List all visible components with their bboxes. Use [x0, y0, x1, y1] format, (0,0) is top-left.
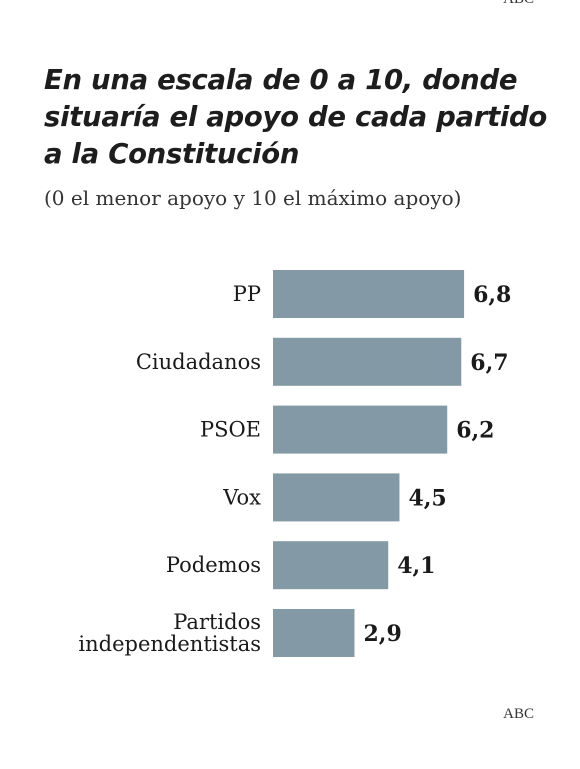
bar-value-label: 6,7 [470, 350, 508, 376]
bar [273, 473, 400, 522]
category-label: Vox [222, 485, 261, 509]
bar-value-label: 6,8 [473, 282, 511, 308]
bar [273, 337, 462, 386]
bar [273, 405, 448, 454]
category-label: Podemos [166, 553, 261, 577]
bar-value-label: 2,9 [363, 621, 401, 647]
category-label: Ciudadanos [136, 350, 261, 374]
bar [273, 270, 465, 318]
bar-value-label: 4,5 [408, 485, 446, 511]
category-label: PSOE [200, 418, 261, 442]
source-credit: ABC [503, 706, 534, 722]
bar [273, 609, 355, 657]
bar-value-label: 6,2 [456, 418, 494, 444]
chart-title: En una escala de 0 a 10, donde situaría … [44, 64, 548, 170]
bar-value-label: 4,1 [397, 553, 435, 579]
category-label: PP [233, 282, 261, 306]
category-label: Partidos independentistas [78, 610, 261, 656]
bar [273, 541, 389, 590]
top-source-credit: ABC [503, 0, 534, 8]
chart-subtitle: (0 el menor apoyo y 10 el máximo apoyo) [44, 186, 462, 210]
